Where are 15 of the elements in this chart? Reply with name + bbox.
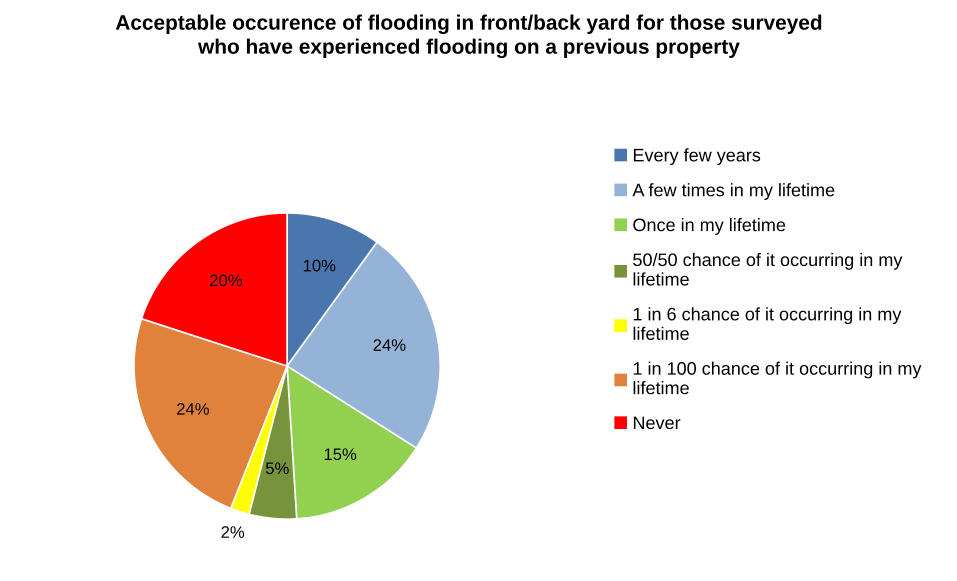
data-label: 5% — [266, 462, 289, 474]
chart-title: Acceptable occurence of flooding in front/back yard for those surveyed who have experienced flooding on a previous property — [116, 14, 822, 58]
legend-label: 1 in 6 chance of it occurring in my lifetime — [634, 307, 902, 340]
data-label: 2% — [221, 526, 244, 538]
legend-label: Never — [634, 416, 680, 430]
data-label: 24% — [177, 403, 209, 415]
legend-label: Every few years — [634, 148, 760, 166]
legend-label: A few times in my lifetime — [632, 183, 834, 200]
data-label: 10% — [304, 260, 336, 272]
data-label: 24% — [374, 339, 406, 351]
legend-label: 1 in 100 chance of it occurring in my lifetime — [634, 362, 922, 394]
legend-label: Once in my lifetime — [633, 218, 786, 235]
legend-label: 50/50 chance of it occurring in my lifetime — [633, 252, 902, 286]
data-label: 15% — [324, 448, 356, 460]
data-label: 20% — [210, 274, 242, 286]
